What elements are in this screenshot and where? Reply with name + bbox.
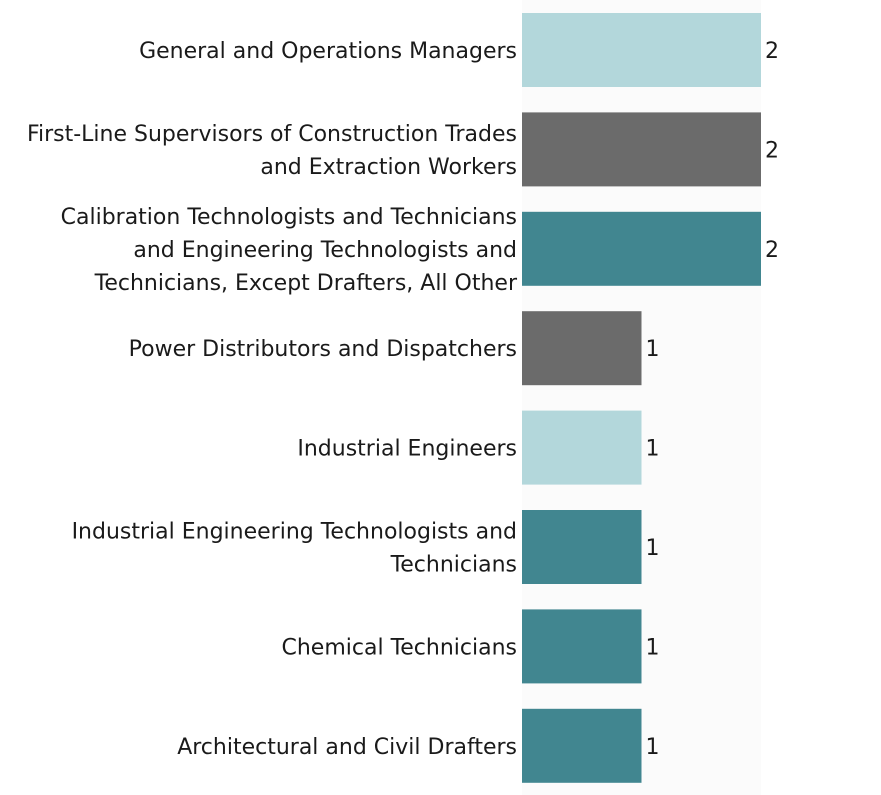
category-label-line: and Engineering Technologists and [133,238,517,263]
bar-2 [522,112,761,187]
bars-layer [522,13,761,783]
category-labels: General and Operations Managers First-Lin… [27,39,518,760]
bar-4 [522,311,642,386]
category-label-8: Architectural and Civil Drafters [177,735,517,760]
value-label-4: 1 [646,337,660,362]
category-label-1: General and Operations Managers [139,39,517,64]
bar-5 [522,410,642,485]
category-label-line: Technicians, Except Drafters, All Other [94,271,518,296]
value-label-5: 1 [646,437,660,462]
category-label-6: Industrial Engineering Technologists and… [72,520,517,578]
category-label-7: Chemical Technicians [282,635,518,660]
category-label-line: General and Operations Managers [139,39,517,64]
value-label-2: 2 [765,138,779,163]
value-label-1: 2 [765,39,779,64]
category-label-line: Chemical Technicians [282,635,518,660]
category-label-line: Calibration Technologists and Technician… [61,205,517,230]
value-label-6: 1 [646,536,660,561]
value-label-3: 2 [765,238,779,263]
category-label-4: Power Distributors and Dispatchers [129,337,517,362]
category-label-line: Power Distributors and Dispatchers [129,337,517,362]
category-label-line: Technicians [390,553,517,578]
category-label-5: Industrial Engineers [297,437,517,462]
bar-8 [522,708,642,783]
category-label-3: Calibration Technologists and Technician… [61,205,518,296]
value-label-8: 1 [646,735,660,760]
category-label-line: and Extraction Workers [260,155,517,180]
bar-6 [522,510,642,584]
bar-1 [522,13,761,87]
bar-3 [522,211,761,286]
category-label-line: First-Line Supervisors of Construction T… [27,122,517,147]
value-label-7: 1 [646,635,660,660]
category-label-2: First-Line Supervisors of Construction T… [27,122,517,180]
bar-7 [522,609,642,684]
category-label-line: Architectural and Civil Drafters [177,735,517,760]
category-label-line: Industrial Engineers [297,437,517,462]
value-labels: 2 2 2 1 1 1 1 1 [646,39,780,760]
category-label-line: Industrial Engineering Technologists and [72,520,517,545]
